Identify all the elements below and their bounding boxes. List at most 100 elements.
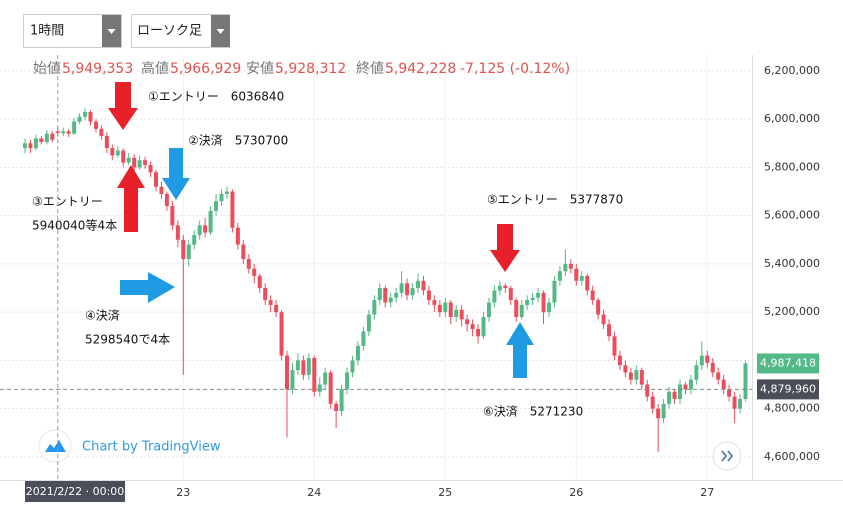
candle-body	[39, 138, 44, 143]
candle-body	[246, 259, 251, 269]
candle-body	[241, 244, 246, 260]
annotation: ③エントリー	[32, 195, 103, 209]
arrows	[108, 82, 534, 378]
candle-body	[339, 389, 344, 412]
x-tick-label: 26	[569, 486, 583, 499]
candle-body	[465, 319, 470, 325]
candle-body	[175, 225, 180, 240]
candle-body	[683, 384, 688, 390]
candle-body	[525, 300, 530, 305]
candle-body	[345, 372, 350, 390]
style-select[interactable]: ローソク足	[131, 14, 231, 48]
logo-icon	[45, 440, 66, 452]
candle-body	[361, 331, 366, 346]
candle-body	[328, 372, 333, 404]
x-tick-label: 27	[700, 486, 714, 499]
arrow-down-red	[108, 82, 138, 130]
candle-body	[143, 160, 148, 166]
candle-body	[230, 191, 235, 228]
candle-body	[186, 244, 191, 260]
candle-body	[394, 292, 399, 298]
candle-body	[23, 143, 27, 149]
candle-body	[366, 314, 371, 332]
candle-body	[295, 360, 300, 371]
select-text: 1時間	[30, 24, 64, 39]
legend-value: 5,966,929	[170, 61, 241, 77]
arrow-down-red	[490, 224, 520, 272]
candle-body	[574, 268, 579, 281]
candle-body	[77, 116, 82, 122]
button-icon	[721, 450, 734, 462]
arrow-down-blue	[162, 148, 190, 200]
candle-body	[470, 324, 475, 330]
candle-body	[617, 355, 622, 366]
candle-body	[377, 288, 382, 301]
candle-body	[678, 384, 682, 400]
candle-body	[552, 280, 557, 303]
candle-body	[459, 309, 464, 320]
annotation: 5940040等4本	[32, 219, 117, 233]
candle-body	[607, 324, 612, 337]
candle-body	[694, 365, 699, 380]
annotation: 5298540で4本	[85, 333, 170, 347]
y-tick-label: 5,600,000	[764, 209, 820, 222]
y-tick-label: 5,800,000	[764, 160, 820, 173]
x-tick-label: 23	[176, 486, 190, 499]
candle-body	[590, 290, 595, 301]
y-tick-label: 6,200,000	[764, 64, 820, 77]
y-tick-label: 5,400,000	[764, 257, 820, 270]
candle-body	[383, 288, 388, 303]
legend-label: 高値	[141, 60, 169, 77]
candle-body	[323, 372, 328, 385]
candle-body	[372, 300, 377, 315]
candle-body	[301, 360, 306, 375]
y-tick-label: 4,600,000	[764, 450, 820, 463]
candle-body	[661, 403, 666, 419]
candle-body	[568, 263, 573, 269]
candle-body	[743, 363, 748, 400]
annotation: ⑥決済 5271230	[483, 404, 583, 419]
candle-body	[688, 379, 693, 390]
candle-body	[88, 111, 93, 122]
candle-body	[110, 148, 115, 156]
select-text: ローソク足	[137, 24, 202, 39]
candle-body	[355, 345, 360, 361]
candle-body	[623, 365, 628, 373]
candle-body	[656, 408, 661, 419]
annotation: ⑤エントリー 5377870	[487, 193, 623, 207]
watermark[interactable]: Chart by TradingView	[38, 429, 221, 463]
candle-body	[541, 292, 546, 313]
candle-body	[476, 329, 481, 337]
candle-body	[557, 271, 562, 281]
candle-body	[121, 150, 126, 163]
candle-body	[732, 396, 737, 409]
candle-body	[148, 165, 153, 173]
scroll-button[interactable]	[712, 441, 742, 471]
candle-body	[388, 297, 393, 303]
candle-body	[727, 389, 732, 397]
crosshair-label-box	[25, 481, 125, 502]
last-price-label: 4,987,418	[760, 356, 816, 369]
legend-label: 安値	[246, 61, 274, 77]
candle-body	[503, 285, 508, 289]
candle-body	[44, 133, 49, 143]
last-price-box	[757, 353, 819, 374]
candle-body	[268, 300, 273, 305]
candle-body	[263, 288, 268, 301]
candle-body	[93, 121, 98, 129]
annotation: ④決済	[85, 308, 120, 323]
annotation: ②決済 5730700	[188, 133, 288, 148]
candle-body	[650, 396, 655, 409]
legend-change: -7,125 (-0.12%)	[460, 61, 570, 77]
candle-body	[219, 193, 224, 202]
candle-body	[432, 300, 437, 305]
interval-select[interactable]: 1時間	[23, 14, 122, 48]
candle-body	[317, 384, 322, 392]
candle-body	[596, 300, 601, 315]
legend-label: 終値	[356, 61, 384, 77]
y-tick-label: 5,200,000	[764, 305, 820, 318]
candle-body	[99, 128, 104, 137]
candle-body	[312, 357, 317, 392]
candle-body	[628, 372, 633, 380]
